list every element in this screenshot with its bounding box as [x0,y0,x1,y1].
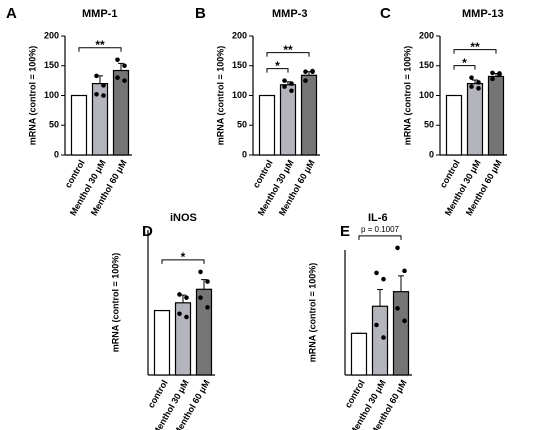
y-tick-label: 50 [237,120,247,130]
data-point [402,318,407,324]
significance-label: ** [283,43,293,57]
y-tick-label: 100 [419,90,434,100]
panel-title: MMP-1 [82,8,117,20]
significance-label: ** [95,38,105,52]
bar [195,288,213,376]
data-point [282,78,287,83]
data-point [198,269,203,275]
data-point [289,81,294,86]
significance-label: * [275,59,280,73]
data-point [94,92,99,97]
y-axis-label: mRNA (control = 100%) [27,46,37,145]
bar [70,94,88,156]
data-point [177,292,182,297]
y-tick-label: 100 [44,90,59,100]
data-point [177,311,182,317]
data-point [374,322,379,328]
panel-letter: A [6,5,17,22]
data-point [115,75,120,80]
panel-letter: B [195,5,206,22]
data-point [395,245,400,251]
significance-label: * [181,250,186,264]
significance-label: ** [470,40,480,54]
data-point [122,78,127,83]
significance-label: p = 0.1007 [361,225,400,234]
data-point [402,268,407,274]
data-point [94,73,99,79]
bar [153,309,171,376]
y-tick-label: 150 [44,60,59,70]
data-point [122,63,127,69]
y-axis-label: mRNA (control = 100%) [402,46,412,145]
y-tick-label: 50 [424,120,434,130]
significance-bracket [266,52,310,57]
data-point [490,70,495,76]
data-point [469,84,474,89]
data-point [497,72,502,77]
data-point [101,83,106,88]
data-point [205,279,210,284]
y-axis-label: mRNA (control = 100%) [307,263,317,362]
y-tick-label: 200 [44,30,59,40]
y-tick-label: 150 [419,60,434,70]
significance-bracket [358,235,402,240]
data-point [282,84,287,89]
bar [112,69,130,156]
data-point [303,69,308,74]
bar [350,332,368,376]
data-point [381,276,386,282]
panel-title: iNOS [170,212,197,224]
significance-label: * [462,56,467,70]
panel-title: MMP-3 [272,8,307,20]
y-tick-label: 150 [232,60,247,70]
data-point [205,305,210,310]
bar [371,305,389,376]
y-axis-label: mRNA (control = 100%) [215,46,225,145]
data-point [476,80,481,85]
bar [466,82,484,156]
data-point [115,57,120,63]
data-point [395,306,400,311]
panel-title: IL-6 [368,212,388,224]
significance-bracket [453,49,497,54]
data-point [303,78,308,83]
y-tick-label: 50 [49,120,59,130]
bar [392,291,410,376]
significance-bracket [161,259,205,264]
y-tick-label: 0 [242,149,247,159]
panel-letter: E [340,223,350,240]
bar [279,84,297,156]
y-tick-label: 100 [232,90,247,100]
data-point [469,75,474,80]
bar [258,94,276,156]
significance-bracket [266,68,289,73]
data-point [198,295,203,300]
data-point [381,335,386,340]
significance-bracket [78,47,122,52]
significance-bracket [453,65,476,70]
data-point [289,88,294,94]
y-axis-label: mRNA (control = 100%) [110,253,120,352]
y-tick-label: 200 [419,30,434,40]
bar [445,94,463,156]
data-point [184,295,189,300]
bar [300,74,318,156]
y-tick-label: 0 [54,149,59,159]
y-tick-label: 0 [429,149,434,159]
data-point [374,270,379,276]
data-point [184,314,189,320]
panel-title: MMP-13 [462,8,504,20]
data-point [310,69,315,74]
y-tick-label: 200 [232,30,247,40]
panel-letter: C [380,5,391,22]
data-point [476,86,481,91]
data-point [490,76,495,82]
bar [487,75,505,156]
data-point [101,93,106,98]
